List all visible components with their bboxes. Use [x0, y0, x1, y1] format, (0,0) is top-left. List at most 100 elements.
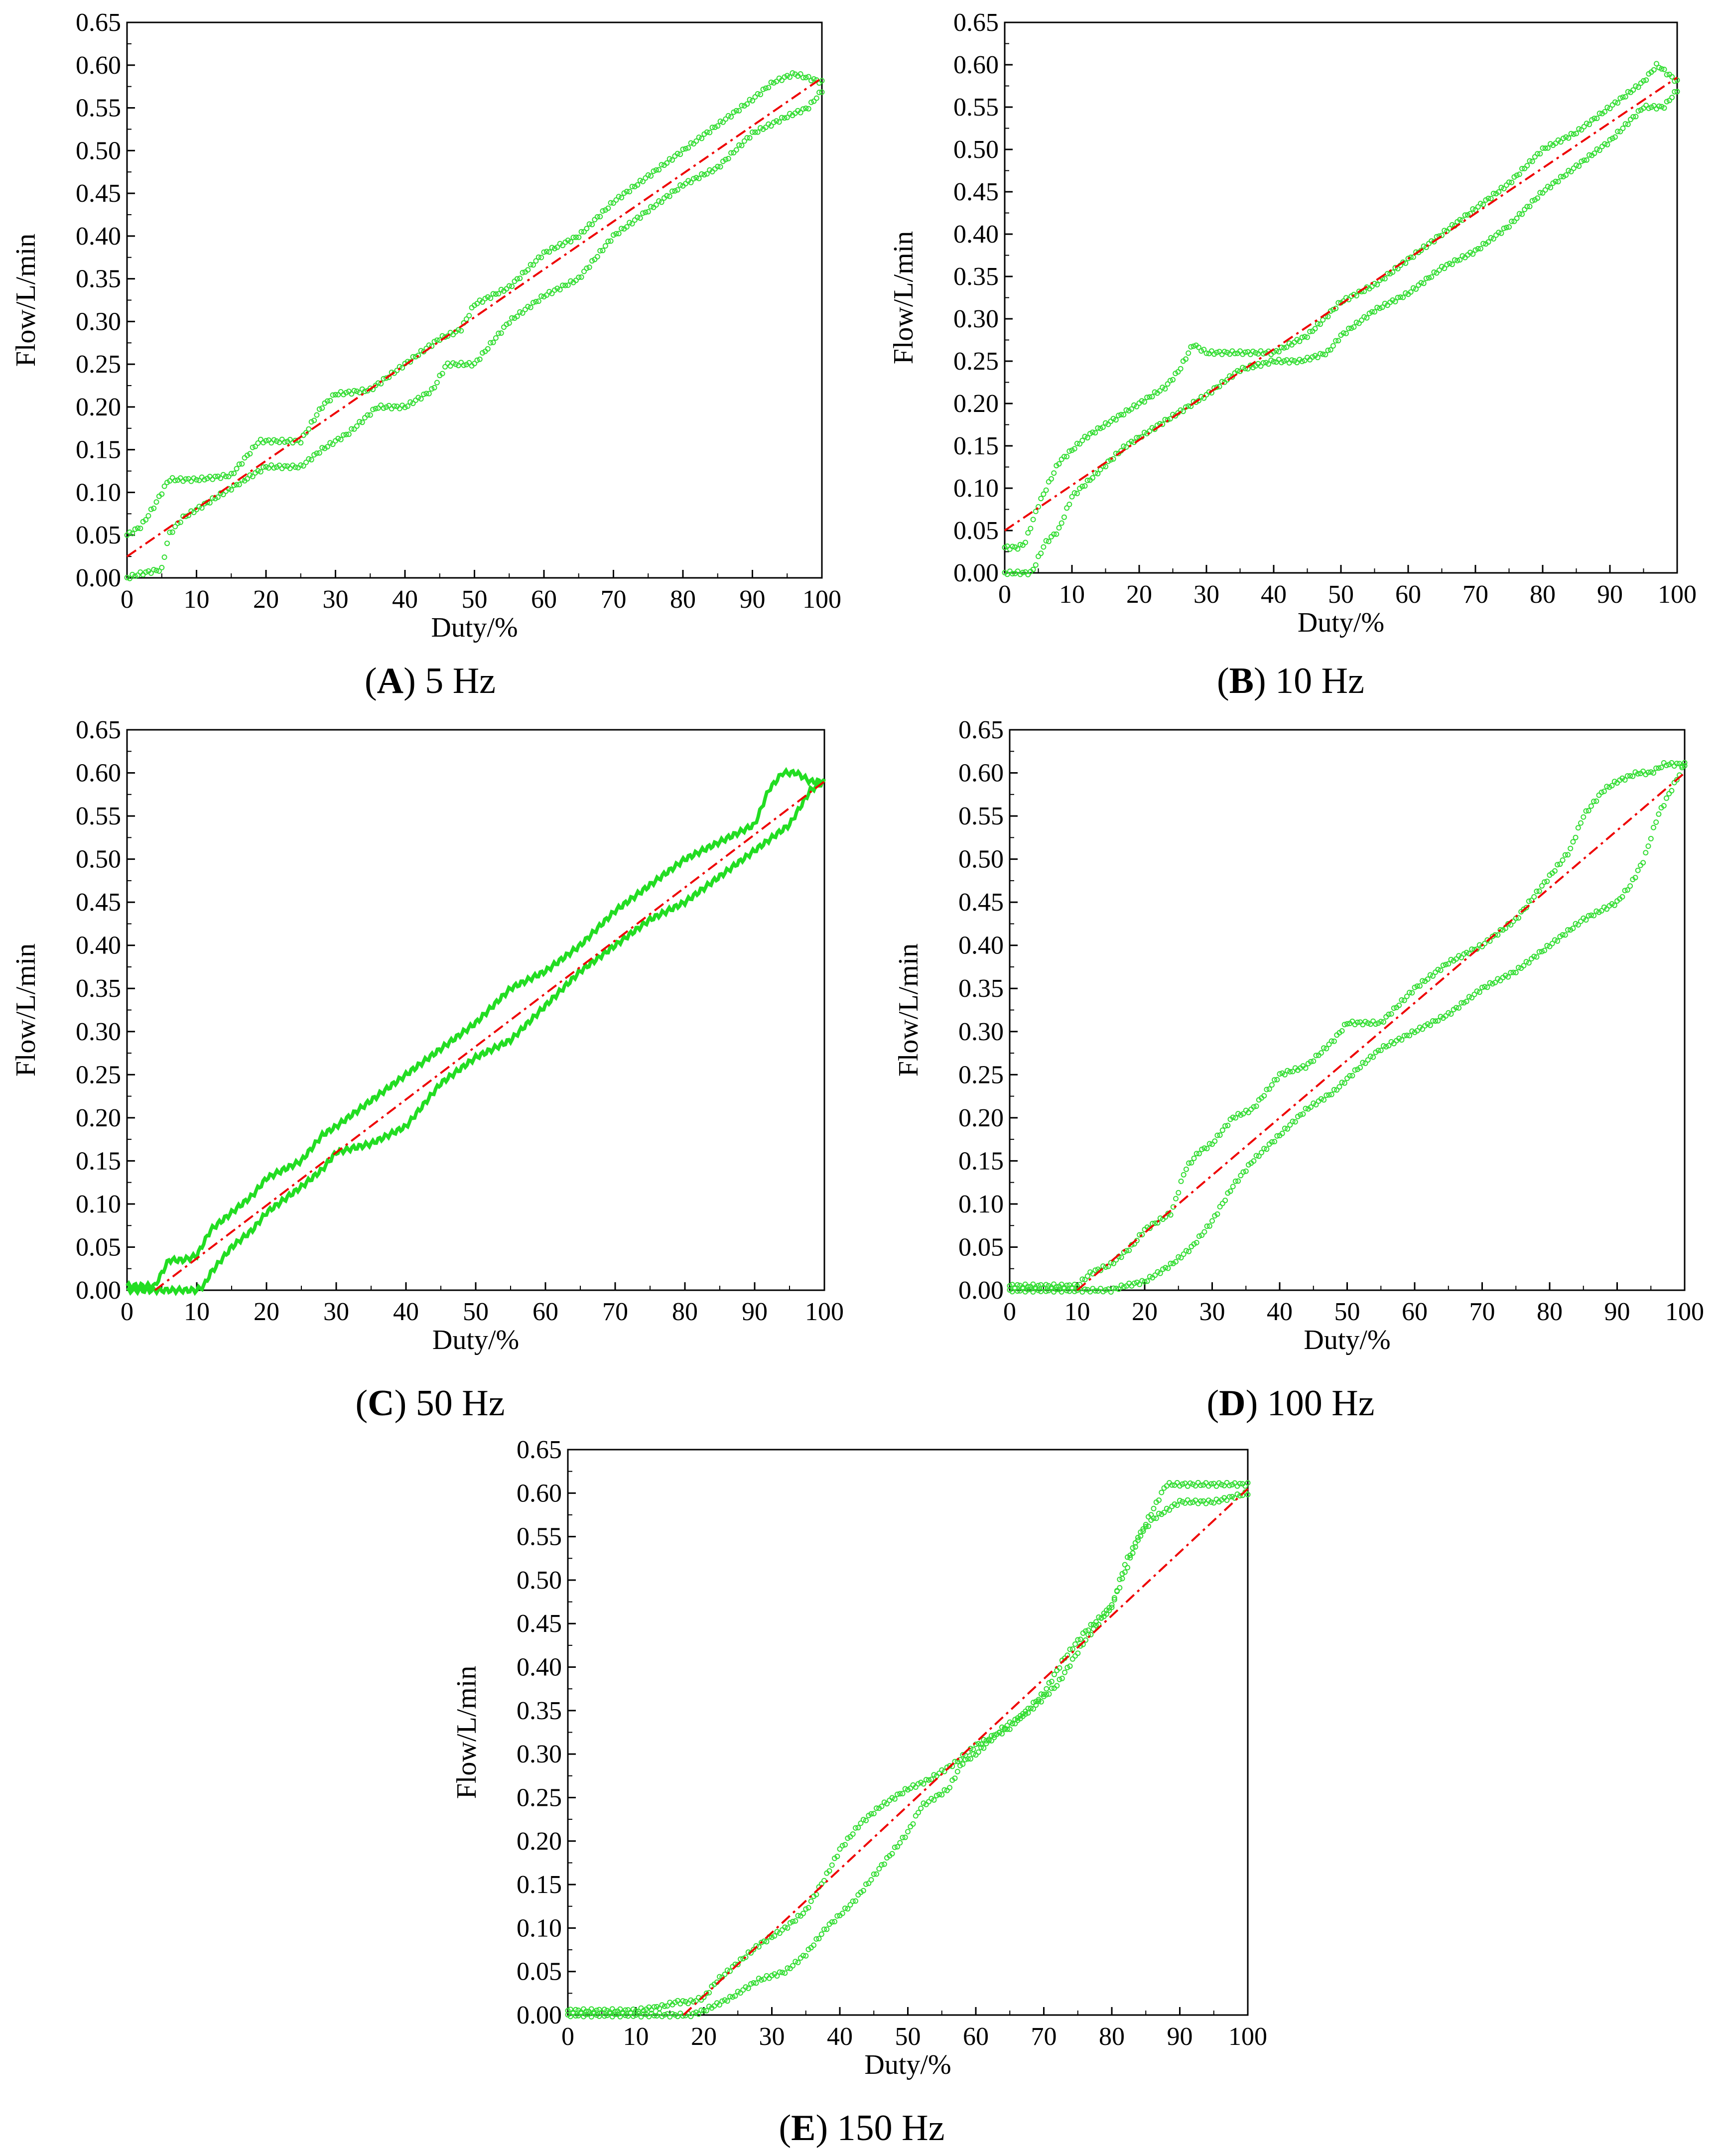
chart-a-ytick-label: 0.10	[76, 478, 121, 507]
chart-e-xtick-label: 30	[759, 2022, 785, 2051]
chart-a-series-2-point	[268, 462, 274, 468]
chart-d-series-2-point	[1087, 1289, 1093, 1295]
chart-e-series-2-point	[1057, 1676, 1062, 1682]
chart-e-series-2-point	[908, 1824, 914, 1830]
chart-d-series-2-point	[1476, 989, 1482, 995]
chart-e-series-1-point	[981, 1737, 987, 1743]
chart-a-series-2-point	[263, 464, 269, 470]
chart-a-series-1-point	[202, 477, 208, 483]
chart-b-series-1-point	[1669, 74, 1675, 80]
chart-b-series-1-point	[1382, 276, 1388, 281]
chart-a-series-1-point	[568, 239, 574, 245]
chart-a-series-1-point	[632, 184, 638, 190]
chart-a-series-1-point	[666, 156, 672, 162]
chart-d-series-2-point	[1137, 1281, 1143, 1287]
chart-e-series-1-point	[871, 1811, 877, 1817]
chart-a-series-2-point	[351, 426, 357, 432]
chart-a-series-2-point	[306, 456, 312, 462]
chart-d-series-2-point	[1549, 941, 1555, 946]
chart-b-series-1-point	[1609, 102, 1615, 108]
chart-e-series-2-point	[952, 1775, 958, 1781]
chart-e-series-2-point	[1004, 1723, 1010, 1729]
chart-d-series-2-point	[1035, 1287, 1041, 1293]
chart-a-series-2-point	[669, 188, 675, 194]
chart-e-series-1-point	[680, 1998, 686, 2004]
chart-a-series-1-point	[247, 451, 253, 457]
chart-b-series-2-point	[1369, 309, 1375, 315]
chart-a-series-2-point	[637, 215, 643, 221]
chart-e-series-1-point	[1077, 1636, 1083, 1642]
chart-b-series-1-point	[1405, 256, 1411, 262]
chart-a-series-2-point	[741, 138, 747, 144]
chart-d-series-1-point	[1630, 773, 1636, 779]
chart-d-fit-line	[1076, 772, 1686, 1291]
chart-b-series-1-point	[1612, 99, 1618, 105]
chart-d-series-2-point	[1059, 1289, 1064, 1295]
chart-b-series-1-point	[1273, 348, 1279, 354]
chart-e-series-1-point	[889, 1795, 895, 1801]
chart-b-series-2-point	[1240, 365, 1246, 371]
chart-e-series-2-point	[1075, 1650, 1081, 1656]
chart-d-series-2-point	[1279, 1130, 1285, 1136]
chart-d-series-1-point	[1425, 976, 1431, 982]
chart-d-series-2-point	[1285, 1126, 1291, 1132]
chart-b-series-1-point	[1203, 350, 1209, 356]
chart-a-series-1-point	[611, 200, 616, 206]
chart-b-series-1-point	[1633, 83, 1639, 89]
chart-b-series-1-point	[1540, 145, 1546, 151]
chart-d-series-1-point	[1079, 1276, 1085, 1282]
chart-b-series-1-point	[1092, 430, 1098, 436]
chart-b-series-2-point	[1348, 325, 1354, 331]
chart-b-series-1	[1002, 61, 1680, 552]
chart-a-series-2-point	[674, 187, 680, 193]
chart-d-series-2-point	[1640, 860, 1646, 866]
chart-b-series-2-point	[1408, 289, 1414, 295]
chart-e-ytick-label: 0.35	[517, 1697, 562, 1725]
chart-b-series-1-point	[1561, 135, 1566, 141]
chart-e-series-1-point	[1198, 1482, 1203, 1488]
chart-b-series-1-point	[1509, 179, 1515, 185]
chart-a-xtick-label: 0	[121, 585, 133, 614]
chart-c-svg: 0 10 20 30 40 50 60 70 80 90 1000.000.050.100.150.…	[10, 716, 844, 1355]
chart-b-series-2-point	[1330, 343, 1336, 349]
chart-a-series-2-point	[586, 265, 592, 270]
chart-c-xtick-label: 10	[184, 1298, 210, 1326]
chart-b-series-1-point	[1524, 163, 1530, 169]
chart-e-xtick-label: 10	[623, 2022, 649, 2051]
chart-e-series-2-point	[889, 1851, 895, 1857]
chart-d-series-1-point	[1526, 898, 1532, 904]
chart-b-series-1-point	[1490, 190, 1496, 196]
chart-b-series-1-point	[1625, 89, 1631, 95]
chart-e-series-2-point	[662, 2012, 667, 2018]
chart-b-series-2-point	[1633, 114, 1639, 120]
chart-d-series-1-point	[1386, 1011, 1392, 1017]
chart-a-series-2-point	[744, 135, 750, 141]
chart-a-series-1-point	[637, 177, 643, 183]
chart-d-series-2-point	[1365, 1057, 1371, 1063]
chart-d-ytick-label: 0.05	[958, 1233, 1004, 1261]
chart-b-series-1-point	[1641, 78, 1646, 84]
chart-a-series-1-point	[517, 275, 523, 281]
chart-d-series-2-point	[1092, 1288, 1098, 1294]
chart-e-series-1-point	[975, 1741, 981, 1747]
chart-b-series-2-point	[1480, 241, 1486, 247]
chart-b-series-2-point	[1162, 416, 1168, 422]
chart-a-series-2-point	[715, 163, 721, 169]
chart-b-caption: (B) 10 Hz	[1217, 661, 1364, 701]
chart-a-series-1-point	[774, 79, 780, 84]
chart-d-series-2-point	[1624, 887, 1630, 893]
chart-e-series-2-point	[881, 1861, 887, 1867]
chart-d-series-1-point	[1261, 1093, 1267, 1099]
chart-e-series-2-point	[759, 1977, 764, 1983]
chart-d-series-2-point	[1009, 1289, 1015, 1295]
chart-b-series-2-point	[1323, 352, 1328, 358]
chart-a-series-2-point	[541, 294, 547, 300]
chart-a-series-1-point	[755, 91, 761, 97]
chart-b-xtick-label: 90	[1597, 580, 1623, 609]
chart-b-series-1-point	[1071, 446, 1077, 452]
chart-b-series-1-point	[1113, 417, 1119, 423]
chart-a-series-1-point	[244, 452, 250, 458]
chart-d-series-2-point	[1555, 938, 1561, 944]
chart-d-series-1-point	[1030, 1281, 1036, 1287]
chart-a-series-2-point	[314, 450, 320, 456]
